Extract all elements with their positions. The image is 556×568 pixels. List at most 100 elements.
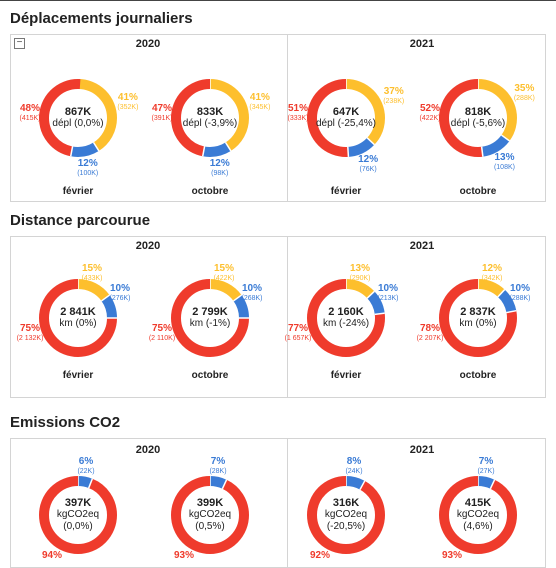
donut-slice-red[interactable] [307,79,385,157]
center-detail: kgCO2eq [56,509,100,520]
slice-label-yellow: 15% (422K) [213,264,234,284]
slice-separator [347,146,350,157]
slice-label-red: 51% (333K) [287,104,308,124]
donut-chart [171,79,249,157]
section-title: Distance parcourue [10,212,151,229]
center-total: 415K [464,497,492,509]
section-panel [10,236,546,398]
slice-separator [224,142,232,152]
center-detail: km (-1%) [189,318,231,329]
month-label: février [330,186,362,197]
center-total: 2 799K [192,306,228,318]
donut-slice-red[interactable] [171,79,249,157]
slice-label-yellow: 41% (345K) [249,93,270,113]
slice-separator [497,289,506,298]
collapse-toggle-icon[interactable]: − [14,38,25,49]
slice-count: (2 207K) [416,335,444,342]
donut-slice-red[interactable] [39,79,117,157]
slice-percent: 94% [41,550,63,561]
section-panel [10,34,546,202]
slice-percent: 77% [287,323,309,334]
slice-count: (288K) [509,295,531,302]
center-total: 647K [332,106,360,118]
slice-label-yellow: 15% (433K) [81,264,102,284]
month-label: octobre [459,370,497,381]
donut-center-label: 399K kgCO2eq (0,5%) [189,497,231,533]
center-detail: km (0%) [59,318,97,329]
center-detail: (4,6%) [463,521,493,532]
slice-percent: 10% [109,283,131,294]
slice-percent: 37% [383,86,404,98]
slice-separator [233,294,242,302]
slice-count: (1 657K) [284,335,312,342]
month-label: octobre [459,186,497,197]
slice-count: (2 132K) [16,335,44,342]
donut-slice-red[interactable] [439,279,517,357]
slice-label-blue: 12% (76K) [358,155,378,175]
slice-label-red: 92% [310,551,330,561]
month-label: octobre [191,370,229,381]
center-detail: dépl (-5,6%) [450,118,506,129]
slice-percent: 41% [249,92,270,104]
donut-chart [307,279,385,357]
center-total: 2 837K [460,306,496,318]
slice-label-red: 93% [442,551,462,561]
slice-count: (213K) [377,295,399,302]
donut-chart [307,476,385,554]
center-detail: (0,0%) [63,521,93,532]
month-label: octobre [191,186,229,197]
donut-slice-red[interactable] [171,279,249,357]
slice-label-blue: 12% (100K) [77,159,98,179]
donut-slice-red[interactable] [439,476,517,554]
slice-percent: 75% [151,323,172,334]
slice-separator [101,294,110,302]
donut-slice-red[interactable] [307,279,385,357]
donut-slice-blue[interactable] [171,79,249,157]
slice-count: (290K) [349,275,371,282]
donut-slice-red[interactable] [439,79,517,157]
slice-percent: 75% [19,323,41,334]
slice-count: (268K) [241,295,263,302]
slice-count: (288K) [513,95,535,103]
slice-separator [501,134,510,142]
donut-center-label: 2 160K km (-24%) [323,306,369,330]
year-header: 2020 [135,444,161,456]
slice-percent: 41% [117,92,138,104]
donut-slice-blue[interactable] [39,79,117,157]
slice-count: (345K) [249,104,271,112]
slice-count: (2 110K) [148,335,176,342]
slice-separator [489,479,496,490]
slice-percent: 12% [209,158,230,170]
slice-label-yellow: 37% (238K) [383,87,404,107]
center-total: 2 160K [328,306,364,318]
donut-slice-red[interactable] [171,476,249,554]
donut-slice-red[interactable] [39,476,117,554]
slice-percent: 47% [151,103,173,114]
center-detail: kgCO2eq [324,509,368,520]
slice-label-red: 94% [42,551,62,561]
year-header: 2021 [409,444,435,456]
donut-slice-red[interactable] [39,279,117,357]
donut-slice-red[interactable] [307,476,385,554]
donut-center-label: 397K kgCO2eq (0,0%) [57,497,99,533]
slice-percent: 10% [241,283,263,294]
center-detail: km (0%) [459,318,497,329]
slice-percent: 93% [441,550,463,561]
slice-percent: 8% [346,456,362,467]
slice-count: (276K) [109,295,131,302]
slice-count: (98K) [211,170,229,178]
slice-count: (27K) [477,468,495,475]
donut-center-label: 2 841K km (0%) [59,306,96,330]
donut-chart [307,79,385,157]
donut-chart [439,279,517,357]
year-header: 2021 [409,38,435,50]
donut-chart [39,279,117,357]
slice-percent: 12% [358,154,379,166]
slice-separator [69,146,74,157]
slice-separator [359,480,366,490]
slice-separator [374,312,385,316]
center-total: 867K [64,106,92,118]
slice-percent: 10% [377,283,399,294]
slice-percent: 7% [478,456,494,467]
slice-percent: 10% [509,283,531,294]
